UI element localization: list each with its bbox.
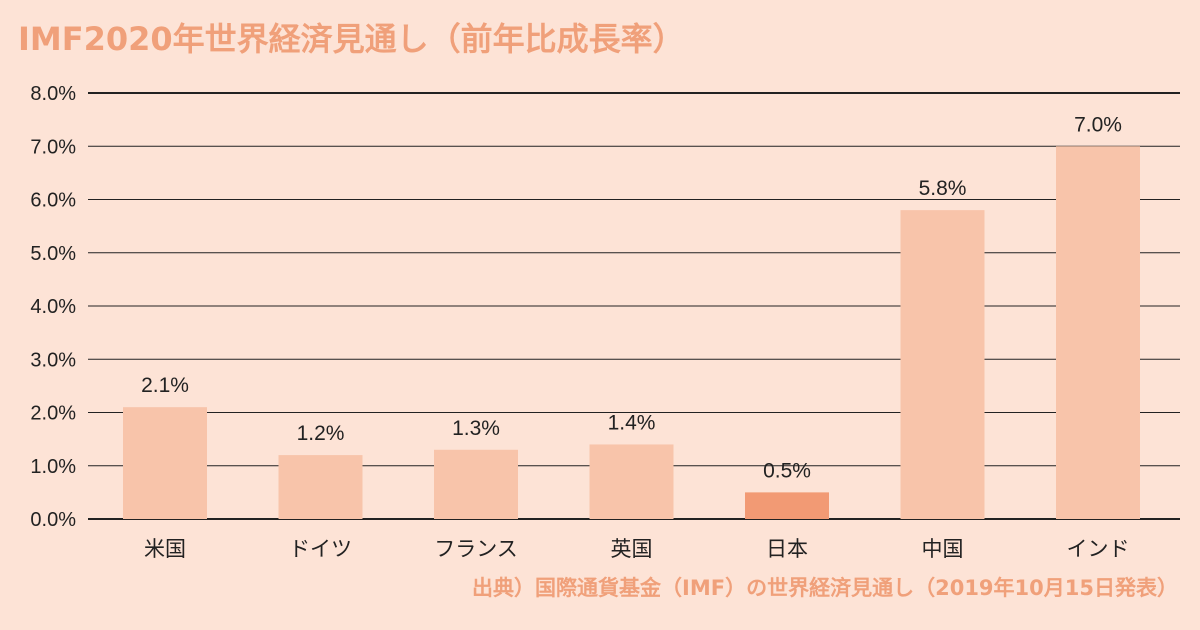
data-label: 1.4% [608,411,656,434]
data-label: 1.2% [297,422,345,445]
y-tick-label: 2.0% [30,403,76,425]
chart-title: IMF2020年世界経済見通し（前年比成長率） [18,20,685,58]
bar [123,407,207,519]
y-axis-tick-labels: 0.0% 1.0% 2.0% 3.0% 4.0% 5.0% 6.0% 7.0% 8.0% [30,83,76,531]
data-label: 1.3% [452,417,500,440]
y-tick-label: 3.0% [30,349,76,371]
y-tick-label: 1.0% [30,456,76,478]
category-label: 米国 [144,537,186,561]
data-labels: 2.1% 1.2% 1.3% 1.4% 0.5% 5.8% 7.0% [141,113,1122,482]
bar [900,210,985,519]
source-note: 出典）国際通貨基金（IMF）の世界経済見通し（2019年10月15日発表） [472,576,1178,600]
category-label: フランス [434,537,518,561]
bar [745,492,829,519]
bars [123,146,1140,519]
bar [434,449,518,519]
y-tick-label: 8.0% [30,83,76,105]
category-label: 英国 [611,537,653,561]
category-label: ドイツ [289,537,352,561]
data-label: 0.5% [763,459,811,482]
bar [278,455,363,519]
y-tick-label: 7.0% [30,136,76,158]
category-label: 中国 [922,537,964,561]
bar [589,444,674,519]
category-label: インド [1067,537,1130,561]
x-axis-category-labels: 米国 ドイツ フランス 英国 日本 中国 インド [144,537,1130,561]
data-label: 7.0% [1074,113,1122,136]
data-label: 2.1% [141,374,189,397]
y-tick-label: 6.0% [30,190,76,212]
y-tick-label: 0.0% [30,509,76,531]
data-label: 5.8% [919,177,967,200]
y-tick-label: 5.0% [30,243,76,265]
y-tick-label: 4.0% [30,296,76,318]
bar [1056,146,1140,519]
category-label: 日本 [766,537,808,561]
